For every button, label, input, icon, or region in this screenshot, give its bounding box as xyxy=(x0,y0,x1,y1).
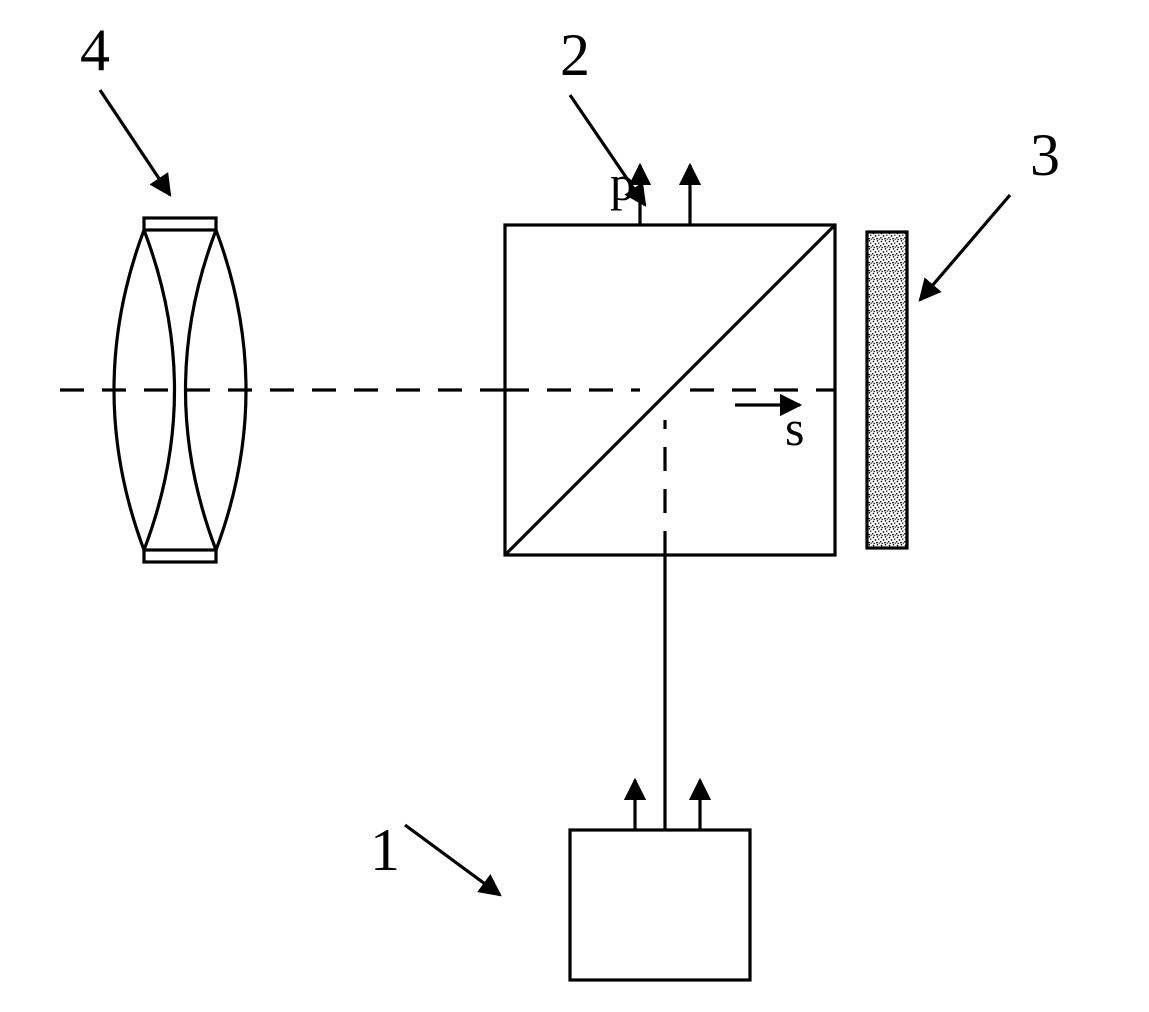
label-n4: 4 xyxy=(80,17,110,83)
label-p: p xyxy=(610,155,635,211)
label-s: s xyxy=(785,400,804,456)
label-n3: 3 xyxy=(1030,122,1060,188)
pointer-arrow xyxy=(405,825,500,895)
laser-source xyxy=(570,830,750,980)
diagram-root: 1 2 3 4 p s xyxy=(60,17,1060,980)
label-n1: 1 xyxy=(370,817,400,883)
lens-cap-bottom xyxy=(144,550,216,562)
pointer-arrow xyxy=(100,90,170,195)
lens-cap-top xyxy=(144,218,216,230)
pointer-arrow xyxy=(920,195,1010,300)
absorber-plate xyxy=(867,232,907,548)
label-n2: 2 xyxy=(560,22,590,88)
